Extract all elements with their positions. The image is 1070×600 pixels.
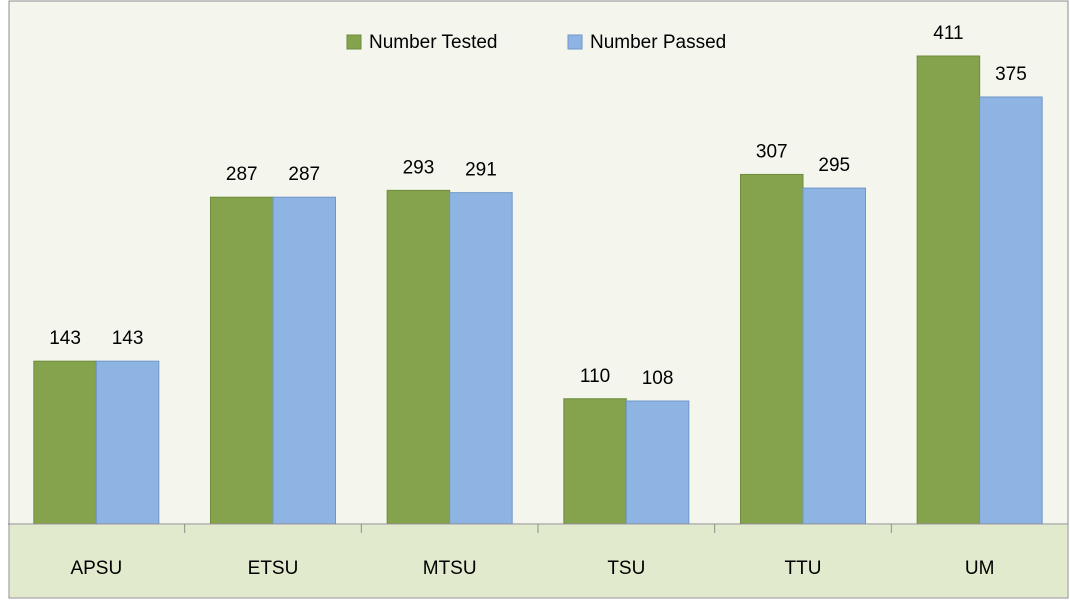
data-label: 375 xyxy=(995,64,1027,85)
bar xyxy=(802,187,866,525)
bar xyxy=(272,196,336,525)
category-band xyxy=(10,525,1067,597)
x-tick-label: TTU xyxy=(785,558,822,579)
bar xyxy=(563,398,627,525)
chart-area xyxy=(8,0,1069,599)
bar xyxy=(95,360,160,525)
x-tick-label: TSU xyxy=(607,558,645,579)
x-tick-label: ETSU xyxy=(248,558,299,579)
data-label: 411 xyxy=(933,23,963,44)
bar xyxy=(449,192,513,525)
data-label: 287 xyxy=(288,164,320,185)
bar xyxy=(625,400,690,525)
bar xyxy=(386,189,451,525)
legend-swatch xyxy=(567,34,583,50)
bar xyxy=(740,173,804,525)
bar xyxy=(979,96,1043,525)
data-label: 287 xyxy=(226,164,258,185)
legend-label: Number Passed xyxy=(590,32,726,53)
data-label: 293 xyxy=(403,157,435,178)
legend-swatch xyxy=(346,34,362,50)
data-label: 291 xyxy=(465,160,497,181)
data-label: 295 xyxy=(818,155,850,176)
data-label: 143 xyxy=(49,328,81,349)
bar xyxy=(210,196,274,525)
data-label: 108 xyxy=(642,368,674,389)
x-tick-label: APSU xyxy=(70,558,122,579)
x-tick-label: MTSU xyxy=(423,558,477,579)
data-label: 143 xyxy=(112,328,144,349)
legend-label: Number Tested xyxy=(369,32,498,53)
x-tick-label: UM xyxy=(965,558,995,579)
bar xyxy=(33,360,97,525)
data-label: 110 xyxy=(580,366,610,387)
data-label: 307 xyxy=(756,141,788,162)
bar xyxy=(916,55,981,525)
